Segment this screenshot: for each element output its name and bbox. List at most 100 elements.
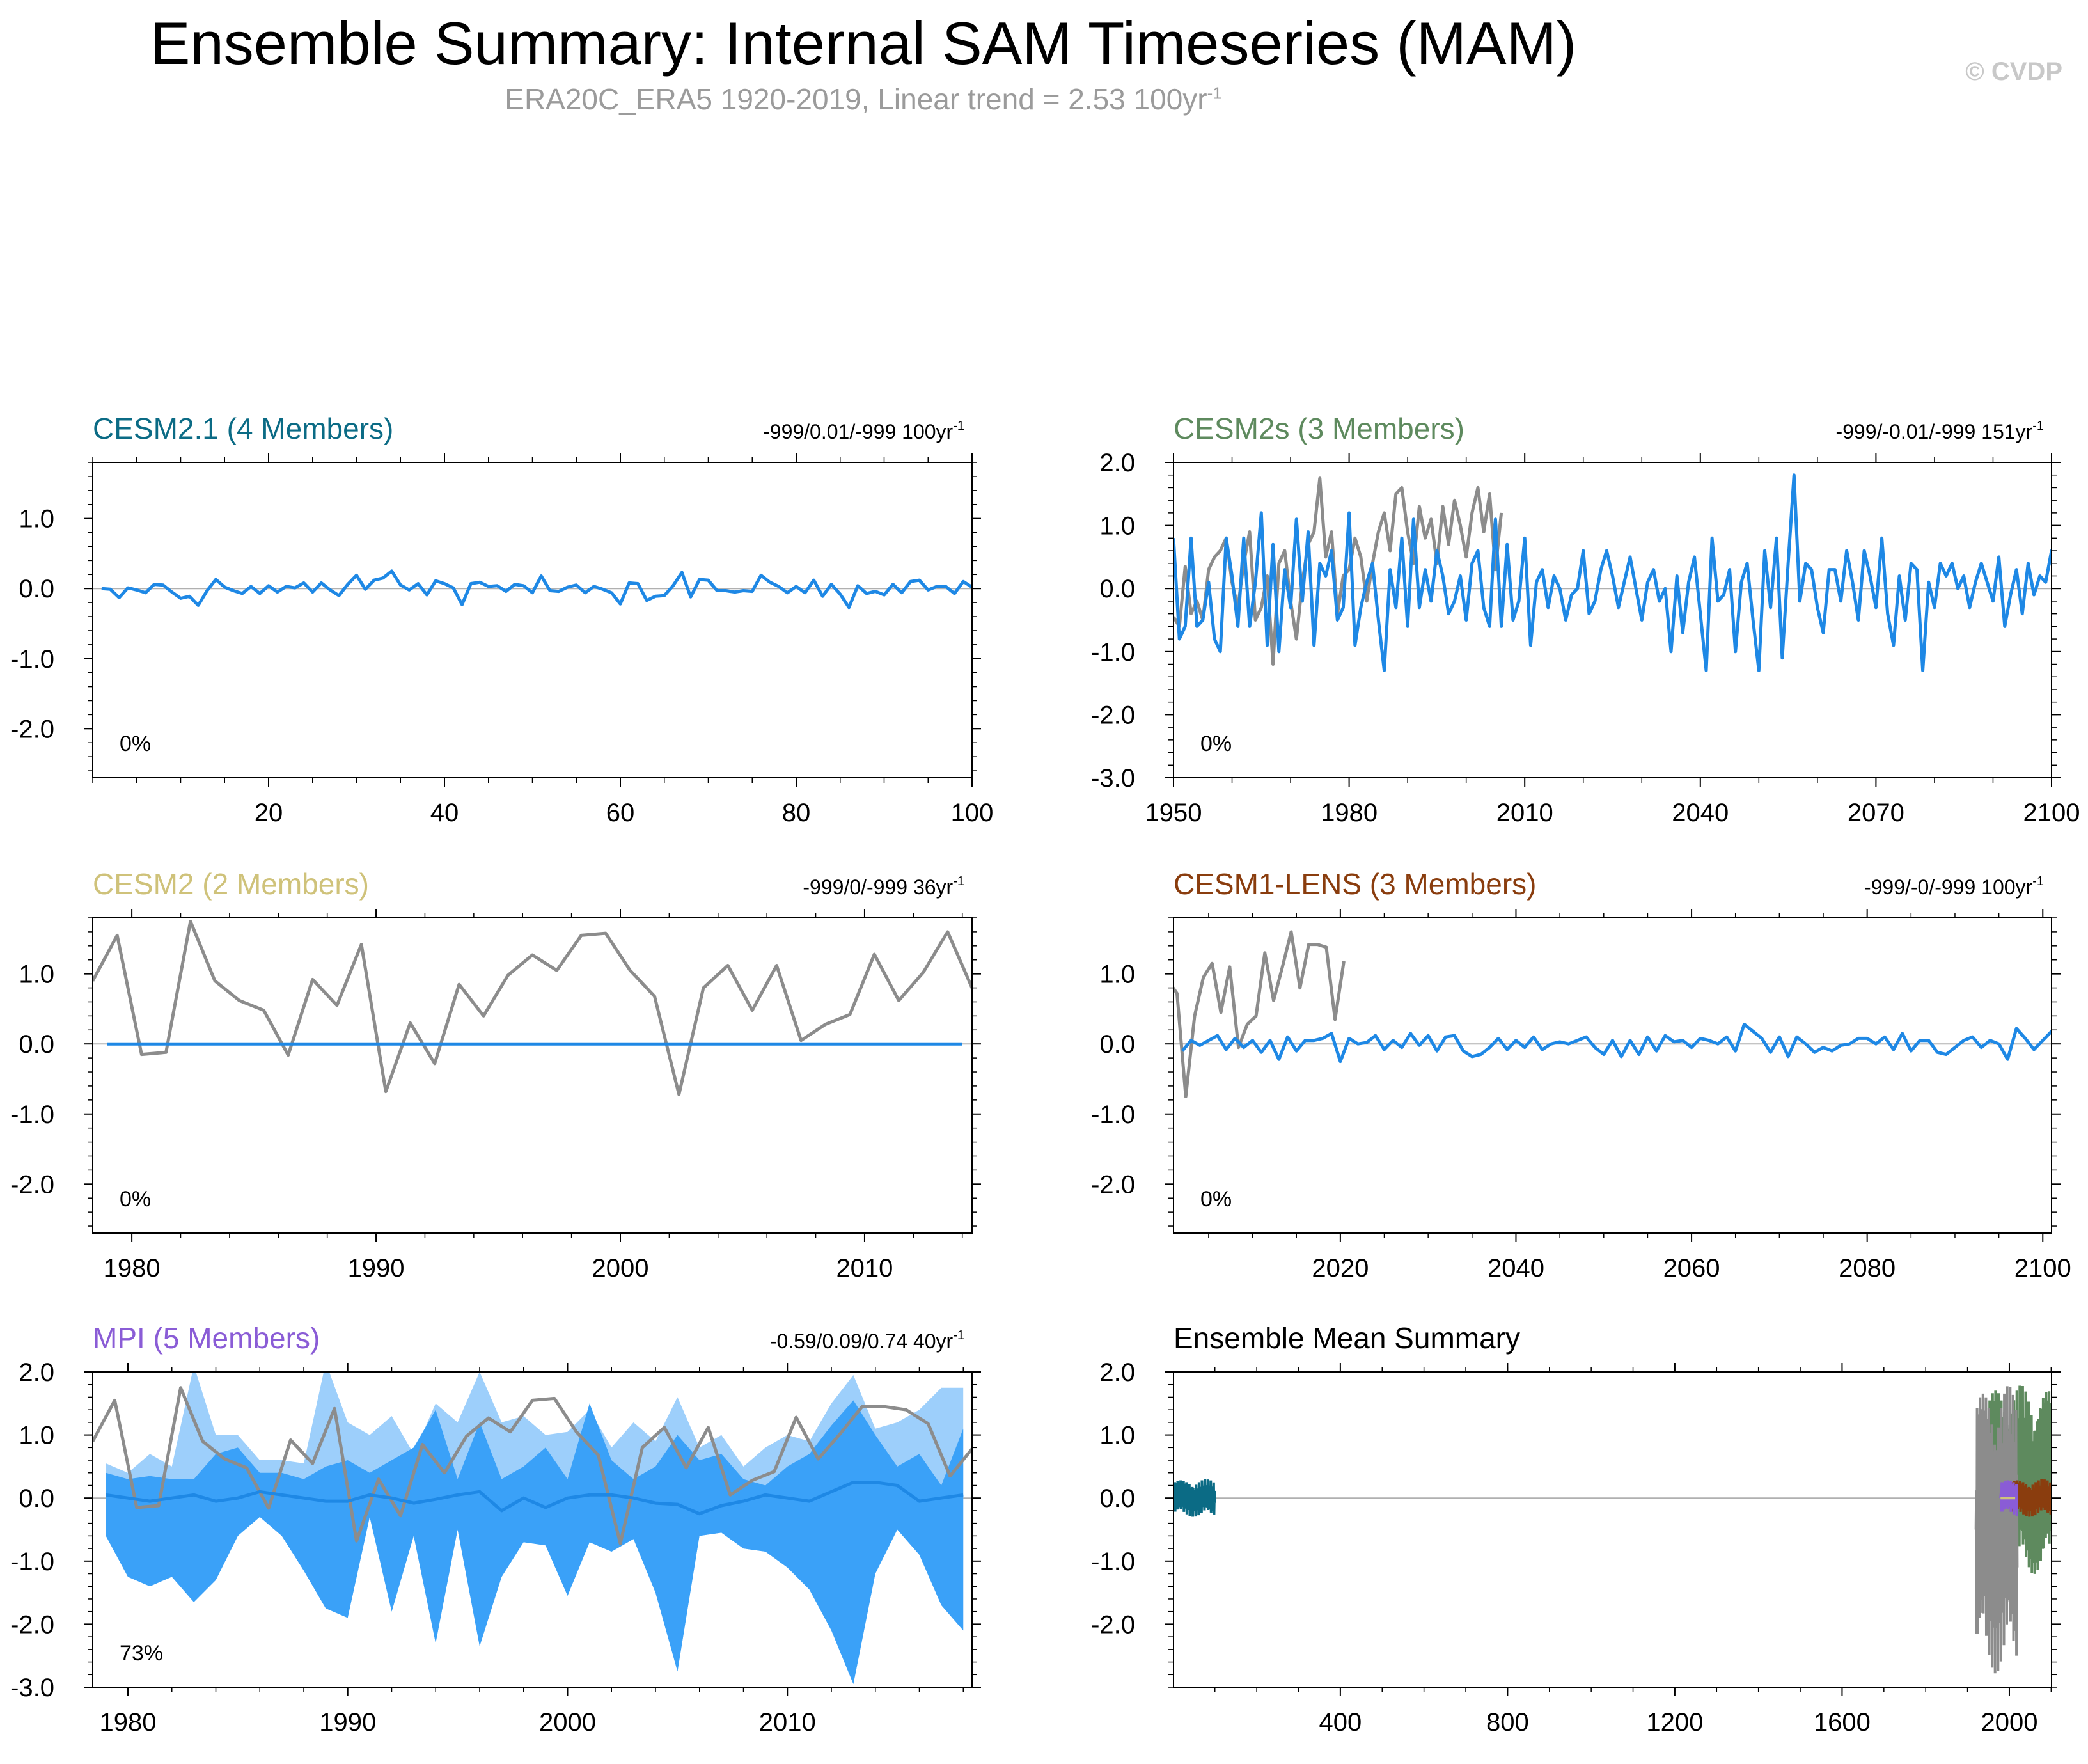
observations-line	[93, 920, 972, 1096]
x-tick-label: 1980	[1321, 799, 1378, 827]
x-tick-label: 60	[606, 799, 635, 827]
y-tick-label: 1.0	[19, 505, 54, 533]
y-tick-label: -2.0	[1091, 1170, 1135, 1199]
y-tick-label: 1.0	[1099, 512, 1135, 540]
panel-2: CESM2s (3 Members) -999/-0.01/-999 151yr-…	[1091, 412, 2080, 827]
panel-data	[1174, 930, 2052, 1098]
plot-frame	[92, 1371, 973, 1688]
panel-title: CESM2.1 (4 Members)	[93, 412, 393, 445]
ensemble-mean-line	[101, 569, 972, 610]
observations-line	[1174, 930, 1346, 1098]
y-tick-label: 1.0	[19, 1422, 54, 1450]
x-tick-label: 2070	[1848, 799, 1904, 827]
x-tick-label: 1980	[100, 1708, 157, 1736]
y-tick-label: 2.0	[1099, 1358, 1135, 1387]
x-tick-label: 2010	[1496, 799, 1553, 827]
x-tick-label: 1980	[104, 1254, 161, 1282]
y-tick-label: 0.0	[19, 575, 54, 603]
x-tick-label: 2100	[2023, 799, 2080, 827]
x-tick-label: 1950	[1145, 799, 1202, 827]
x-tick-label: 2040	[1672, 799, 1729, 827]
panel-data	[93, 920, 972, 1096]
panel-stats: -999/0.01/-999 100yr-1	[763, 419, 964, 443]
x-tick-label: 400	[1319, 1708, 1362, 1736]
y-tick-label: -3.0	[10, 1674, 54, 1702]
x-tick-label: 40	[430, 799, 459, 827]
panel-stats: -0.59/0.09/0.74 40yr-1	[770, 1328, 964, 1353]
ensemble-mean-line	[1174, 473, 2052, 672]
x-tick-label: 2080	[1839, 1254, 1896, 1282]
y-tick-label: 0.0	[1099, 575, 1135, 603]
panel-data	[1174, 473, 2052, 672]
x-tick-label: 2040	[1488, 1254, 1544, 1282]
panel-6: Ensemble Mean Summary 2.0 1.0 0.0 -1.0 -2.0 40…	[1091, 1321, 2061, 1736]
x-tick-label: 2100	[2014, 1254, 2071, 1282]
panel-data	[1174, 1385, 2052, 1674]
y-tick-label: 0.0	[1099, 1030, 1135, 1059]
y-tick-label: -1.0	[1091, 638, 1135, 666]
y-tick-label: -1.0	[10, 645, 54, 673]
x-tick-label: 2000	[1981, 1708, 2037, 1736]
x-tick-label: 1200	[1646, 1708, 1703, 1736]
y-tick-label: -1.0	[10, 1548, 54, 1576]
percent-label: 0%	[120, 732, 151, 756]
panel-3: CESM2 (2 Members) -999/0/-999 36yr-1 1.0 0.…	[10, 867, 981, 1282]
x-tick-label: 1990	[348, 1254, 405, 1282]
y-tick-label: -1.0	[10, 1101, 54, 1129]
y-tick-label: -3.0	[1091, 764, 1135, 792]
ensemble-mean-line	[1181, 1023, 2052, 1064]
plot-frame	[1173, 1371, 2052, 1688]
x-tick-label: 2010	[759, 1708, 816, 1736]
observations-line	[93, 1386, 972, 1545]
panel-4: CESM1-LENS (3 Members) -999/-0/-999 100yr…	[1091, 867, 2071, 1282]
panel-title: Ensemble Mean Summary	[1174, 1321, 1520, 1355]
y-tick-label: 0.0	[19, 1030, 54, 1059]
y-tick-label: -2.0	[10, 715, 54, 743]
panel-title: CESM2 (2 Members)	[93, 867, 369, 901]
x-tick-label: 2000	[539, 1708, 596, 1736]
y-tick-label: 1.0	[1099, 1422, 1135, 1450]
summary-line-mpi	[1999, 1480, 2018, 1516]
summary-line-cesm2.1	[1174, 1479, 1216, 1517]
x-tick-label: 2010	[836, 1254, 893, 1282]
x-tick-label: 2060	[1663, 1254, 1720, 1282]
y-tick-label: -1.0	[1091, 1101, 1135, 1129]
x-tick-label: 2000	[592, 1254, 649, 1282]
panel-stats: -999/-0/-999 100yr-1	[1864, 874, 2044, 899]
y-tick-label: 0.0	[19, 1484, 54, 1513]
x-tick-label: 2020	[1312, 1254, 1369, 1282]
x-tick-label: 1600	[1814, 1708, 1871, 1736]
panel-title: MPI (5 Members)	[93, 1321, 320, 1355]
y-tick-label: -2.0	[1091, 701, 1135, 729]
panel-title: CESM1-LENS (3 Members)	[1174, 867, 1536, 901]
x-tick-label: 20	[255, 799, 283, 827]
y-tick-label: 0.0	[1099, 1484, 1135, 1513]
spread-band-inner	[106, 1400, 964, 1685]
y-tick-label: -2.0	[10, 1610, 54, 1639]
figure-title: Ensemble Summary: Internal SAM Timeserie…	[150, 10, 1577, 77]
plot-frame	[1173, 917, 2052, 1234]
percent-label: 0%	[1200, 1187, 1232, 1211]
y-tick-label: 2.0	[1099, 449, 1135, 477]
x-tick-label: 1990	[319, 1708, 376, 1736]
y-tick-label: -2.0	[1091, 1610, 1135, 1639]
plot-frame	[92, 917, 973, 1234]
panel-5: MPI (5 Members) -0.59/0.09/0.74 40yr-1 2.0…	[10, 1321, 981, 1736]
x-tick-label: 100	[951, 799, 994, 827]
y-tick-label: -1.0	[1091, 1548, 1135, 1576]
panel-stats: -999/-0.01/-999 151yr-1	[1835, 419, 2044, 443]
panel-data	[93, 1372, 972, 1685]
x-tick-label: 80	[782, 799, 811, 827]
figure-subtitle: ERA20C_ERA5 1920-2019, Linear trend = 2.…	[505, 83, 1222, 116]
percent-label: 0%	[120, 1187, 151, 1211]
ensemble-mean-line	[106, 1481, 964, 1516]
y-tick-label: 1.0	[19, 961, 54, 989]
copyright-label: © CVDP	[1965, 58, 2062, 86]
panel-stats: -999/0/-999 36yr-1	[803, 874, 964, 899]
panel-title: CESM2s (3 Members)	[1174, 412, 1464, 445]
panel-1: CESM2.1 (4 Members) -999/0.01/-999 100yr-…	[10, 412, 993, 827]
y-tick-label: 1.0	[1099, 961, 1135, 989]
panel-data	[93, 569, 972, 610]
plot-frame	[92, 462, 973, 778]
